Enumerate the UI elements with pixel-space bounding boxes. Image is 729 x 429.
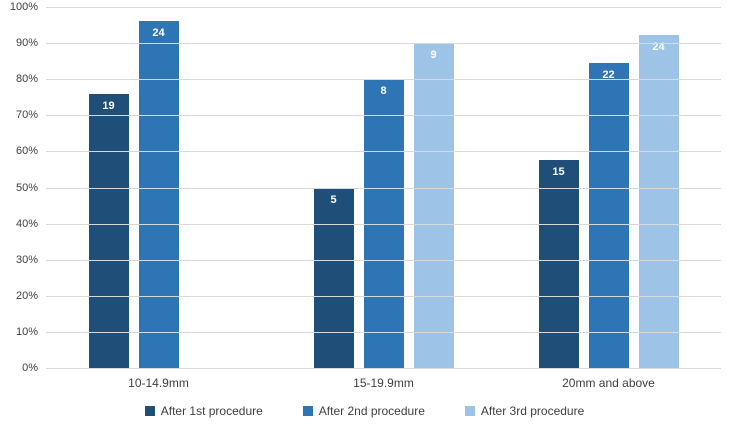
y-axis-tick-label: 30% (15, 253, 38, 266)
legend-color-swatch-icon (464, 406, 475, 416)
gridline (46, 368, 721, 369)
legend-item: After 3rd procedure (464, 404, 585, 418)
gridline (46, 115, 721, 117)
legend-label: After 3rd procedure (480, 404, 585, 418)
x-axis-labels: 10-14.9mm 15-19.9mm 20mm and above (46, 376, 721, 390)
y-axis-tick-label: 20% (15, 289, 38, 302)
gridline (46, 295, 721, 297)
bar-slot: 15 (538, 7, 579, 368)
bar: 22 (588, 62, 629, 368)
gridline (46, 223, 721, 225)
bar-data-label: 19 (102, 99, 115, 112)
legend-label: After 2nd procedure (318, 404, 425, 418)
gridline (46, 331, 721, 333)
legend: After 1st procedure After 2nd procedure Af… (0, 404, 729, 418)
bar-slot: 5 (313, 7, 354, 368)
legend-color-swatch-icon (144, 406, 155, 416)
gridline (46, 7, 721, 8)
y-axis-tick-label: 40% (15, 217, 38, 230)
bar-groups: 19 24 5 8 9 15 22 24 (46, 7, 721, 368)
bar-slot: 22 (588, 7, 629, 368)
bar-data-label: 15 (552, 165, 565, 178)
legend-item: After 2nd procedure (302, 404, 425, 418)
bar: 24 (138, 21, 179, 368)
x-axis-category-label: 10-14.9mm (128, 376, 189, 390)
y-axis-tick-label: 60% (15, 145, 38, 158)
legend-label: After 1st procedure (160, 404, 263, 418)
legend-item: After 1st procedure (144, 404, 263, 418)
x-axis-category-label: 20mm and above (562, 376, 655, 390)
y-axis-tick-label: 70% (15, 109, 38, 122)
bar: 24 (638, 34, 679, 368)
gridline (46, 43, 721, 45)
bar-slot: 24 (638, 7, 679, 368)
gridline (46, 79, 721, 81)
y-axis-tick-label: 10% (15, 325, 38, 338)
bar: 9 (413, 43, 454, 368)
bar: 5 (313, 187, 354, 368)
bar-data-label: 24 (152, 27, 165, 40)
bar-data-label: 5 (330, 193, 337, 206)
gridline (46, 151, 721, 153)
legend-color-swatch-icon (302, 406, 313, 416)
bar-slot: 19 (88, 7, 129, 368)
x-axis-category-label: 15-19.9mm (353, 376, 414, 390)
gridline (46, 187, 721, 189)
y-axis-tick-label: 80% (15, 73, 38, 86)
bar: 15 (538, 159, 579, 368)
y-axis-tick-label: 90% (15, 37, 38, 50)
category-group: 5 8 9 (271, 7, 496, 368)
bar-slot: 9 (413, 7, 454, 368)
gridline (46, 259, 721, 261)
y-axis-tick-label: 50% (15, 181, 38, 194)
category-group: 15 22 24 (496, 7, 721, 368)
y-axis-tick-label: 0% (22, 362, 38, 374)
bar-data-label: 22 (602, 68, 615, 81)
bar-data-label: 9 (430, 49, 437, 62)
bar: 19 (88, 93, 129, 368)
bar-data-label: 8 (380, 85, 387, 98)
y-axis-tick-label: 100% (9, 1, 38, 13)
plot-area: 19 24 5 8 9 15 22 24 100% 90% 80% 70% 60% 50% 40% 30% 2… (10, 1, 721, 374)
